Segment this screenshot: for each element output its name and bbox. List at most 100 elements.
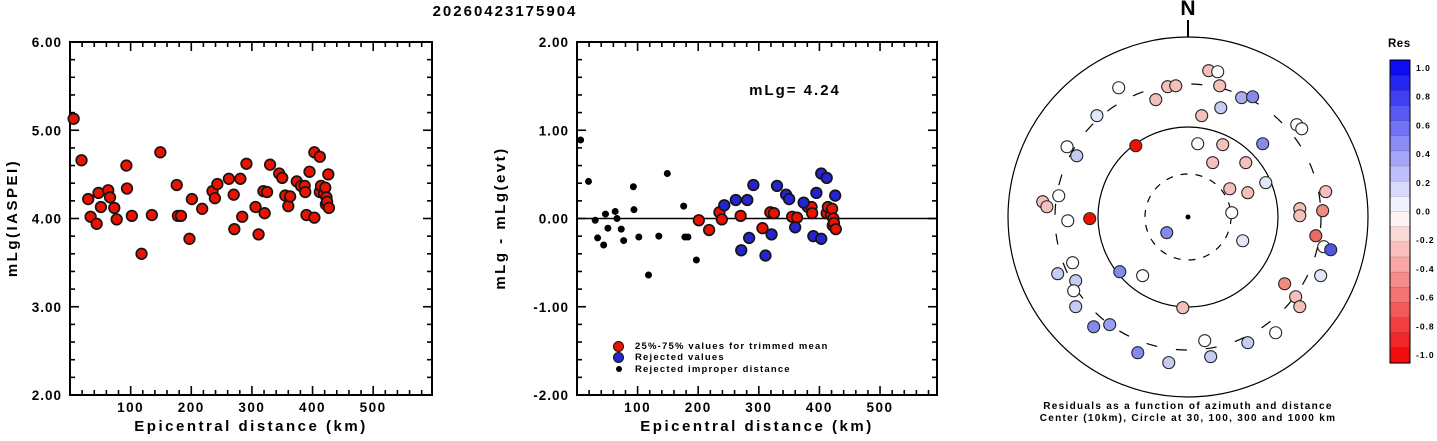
colorbar-segment — [1389, 332, 1411, 349]
data-point — [741, 193, 754, 207]
residual-dot — [1051, 267, 1065, 281]
x-tick-label: 500 — [360, 400, 387, 415]
colorbar-segment — [1389, 241, 1411, 258]
data-point — [684, 233, 692, 241]
data-point — [810, 186, 823, 200]
y-tick-label: 1.00 — [539, 123, 569, 138]
legend-marker-blue-circle — [612, 352, 624, 364]
x-tick-label: 200 — [685, 400, 712, 415]
colorbar-tick-label: 0.6 — [1416, 120, 1431, 130]
data-point — [765, 228, 778, 241]
data-point — [718, 199, 731, 212]
residual-dot — [1316, 204, 1330, 218]
residual-dot — [1239, 156, 1253, 170]
data-point — [797, 196, 810, 209]
y-tick-label: 6.00 — [32, 35, 62, 50]
residual-dot — [1066, 256, 1080, 270]
north-label: N — [1180, 0, 1196, 20]
y-tick-label: 4.00 — [32, 212, 62, 227]
residual-dot — [1149, 93, 1163, 107]
panel1-y-axis-title: mLg(IASPEI) — [4, 158, 21, 278]
data-point — [770, 179, 784, 192]
y-tick-label: 0.00 — [539, 212, 569, 227]
x-tick-label: 400 — [806, 400, 833, 415]
data-point — [125, 209, 138, 223]
residual-dot — [1191, 137, 1205, 151]
panel-residual-vs-distance: 100 200 300 400 500 -2.00 -1.00 0.00 1.00 2.00 — [533, 35, 938, 415]
legend-row-rejected: Rejected values — [601, 352, 829, 364]
panel1-x-axis-title: Epicentral distance (km) — [134, 418, 368, 435]
data-point — [645, 271, 653, 279]
residual-dot — [1211, 65, 1225, 79]
data-point — [260, 185, 274, 199]
data-point — [782, 192, 796, 206]
colorbar-segment — [1389, 180, 1411, 198]
colorbar-tick-label: -0.4 — [1416, 264, 1435, 274]
colorbar-tick-label: -0.8 — [1416, 321, 1435, 331]
legend-marker-red-circle — [612, 340, 624, 352]
residual-dot — [1087, 320, 1101, 334]
colorbar-title: Res — [1388, 38, 1411, 50]
y-tick-label: 3.00 — [32, 300, 62, 315]
colorbar-segment — [1389, 256, 1411, 273]
residual-dot — [1113, 265, 1127, 279]
plot-frame — [69, 41, 433, 396]
x-tick-label: 400 — [299, 400, 326, 415]
data-point — [577, 136, 585, 144]
residual-dot — [1324, 243, 1338, 257]
data-point — [249, 200, 262, 214]
data-point — [222, 172, 236, 185]
residual-dot — [1061, 214, 1075, 228]
data-point — [629, 183, 637, 191]
data-point — [313, 150, 326, 163]
data-point — [228, 222, 241, 236]
data-point — [663, 169, 671, 177]
data-point — [282, 199, 295, 213]
residual-dot — [1090, 109, 1104, 123]
data-point — [299, 185, 312, 199]
data-point — [620, 237, 628, 245]
residual-dot — [1223, 182, 1237, 196]
panel-azimuth-residuals: 1.0 0.8 0.6 0.4 0.2 0.0 -0.2 -0.4 -0.6 -0.8 -1.0 — [1007, 20, 1435, 398]
data-point — [82, 192, 95, 206]
residual-dot — [1225, 206, 1239, 220]
polar-caption-line1: Residuals as a function of azimuth and d… — [1043, 401, 1333, 412]
data-point — [183, 232, 196, 245]
y-tick-label: 5.00 — [32, 123, 62, 138]
colorbar-segment — [1389, 165, 1411, 182]
data-point — [742, 231, 756, 245]
legend-label: Rejected values — [635, 352, 725, 364]
colorbar-tick-label: -0.2 — [1416, 235, 1435, 245]
residual-dot — [1070, 149, 1084, 163]
residual-dot — [1269, 326, 1283, 340]
residual-dot — [1314, 269, 1328, 283]
data-point — [135, 247, 148, 260]
data-point — [702, 223, 716, 237]
data-point — [790, 211, 804, 224]
data-point — [90, 217, 103, 230]
data-point — [611, 207, 619, 215]
residual-dot — [1136, 269, 1150, 283]
residual-dot — [1169, 79, 1183, 93]
y-tick-label: -2.00 — [533, 388, 569, 403]
data-point — [655, 232, 663, 240]
legend-marker-black-dot — [616, 366, 623, 373]
residual-dot — [1195, 109, 1209, 123]
data-point — [735, 244, 748, 257]
ring-1000km — [1007, 36, 1369, 398]
residual-dot — [1295, 122, 1309, 136]
residual-dot — [1246, 90, 1260, 104]
x-tick-label: 500 — [867, 400, 894, 415]
colorbar-segment — [1389, 150, 1411, 167]
data-point — [630, 206, 638, 214]
data-point — [594, 234, 602, 242]
residual-dot — [1216, 138, 1230, 152]
colorbar-tick-label: -1.0 — [1416, 350, 1435, 360]
colorbar-segment — [1389, 90, 1411, 107]
colorbar-segment — [1389, 302, 1411, 319]
residual-dot — [1160, 226, 1174, 240]
data-point — [94, 200, 108, 214]
colorbar-segment — [1389, 226, 1411, 243]
data-point — [692, 214, 705, 227]
